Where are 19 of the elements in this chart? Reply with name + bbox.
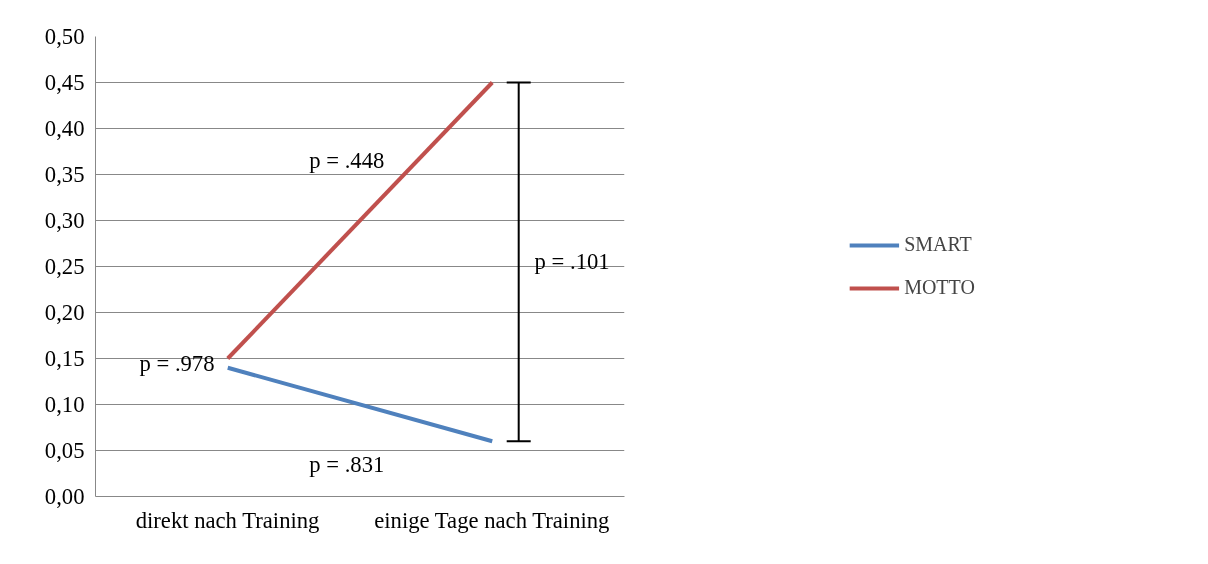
x-tick-label: direkt nach Training (135, 507, 320, 533)
y-tick-label: 0,10 (44, 392, 85, 417)
y-tick-label: 0,05 (44, 438, 85, 463)
y-tick-label: 0,20 (44, 300, 85, 325)
y-tick-label: 0,50 (44, 24, 85, 49)
legend-label: SMART (904, 233, 972, 256)
y-tick-label: 0,15 (44, 346, 85, 371)
annotation: p = .448 (309, 148, 385, 174)
annotation: p = .978 (139, 350, 215, 376)
annotation: p = .101 (534, 249, 610, 275)
x-tick-label: einige Tage nach Training (374, 507, 610, 533)
y-tick-label: 0,30 (44, 208, 85, 233)
annotation: p = .831 (309, 451, 385, 477)
y-tick-label: 0,35 (44, 162, 85, 187)
y-tick-label: 0,00 (44, 484, 85, 509)
y-tick-label: 0,45 (44, 70, 85, 95)
legend-label: MOTTO (904, 276, 975, 299)
y-tick-label: 0,25 (44, 254, 85, 279)
y-tick-label: 0,40 (44, 116, 85, 141)
